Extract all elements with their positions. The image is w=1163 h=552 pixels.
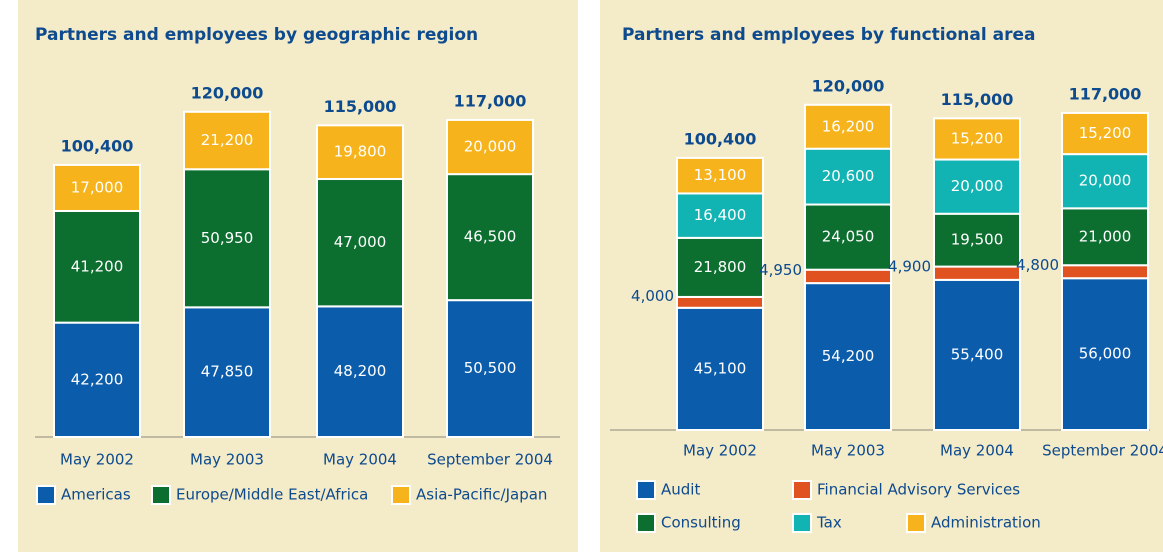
value-label: 4,950 — [759, 261, 802, 279]
value-label: 42,200 — [71, 370, 124, 388]
legend-label: Tax — [816, 514, 842, 532]
bar-segment — [53, 321, 141, 438]
x-tick-label: September 2004 — [1042, 442, 1163, 460]
value-label: 20,600 — [822, 167, 875, 185]
legend-swatch — [36, 485, 56, 505]
total-label: 100,400 — [684, 129, 757, 148]
value-label: 20,000 — [1079, 172, 1132, 190]
legend-swatch — [792, 480, 812, 500]
bar-segment — [1061, 111, 1149, 156]
value-label: 56,000 — [1079, 345, 1132, 363]
legend-swatch — [151, 485, 171, 505]
chart-title: Partners and employees by geographic reg… — [35, 25, 478, 45]
bar-segment — [933, 265, 1021, 281]
bar-segment — [804, 203, 892, 271]
value-label: 20,000 — [951, 177, 1004, 195]
value-label: 41,200 — [71, 257, 124, 275]
bar-segment — [1061, 277, 1149, 431]
total-label: 100,400 — [61, 136, 134, 155]
legend-label: Financial Advisory Services — [817, 481, 1020, 499]
value-label: 55,400 — [951, 345, 1004, 363]
bar-segment — [446, 173, 534, 302]
bar-segment — [676, 306, 764, 431]
value-label: 21,800 — [694, 258, 747, 276]
value-label: 48,200 — [334, 362, 387, 380]
value-label: 50,500 — [464, 359, 517, 377]
legend-label: Administration — [931, 514, 1041, 532]
legend-swatch — [636, 513, 656, 533]
value-label: 24,050 — [822, 228, 875, 246]
bar-segment — [183, 306, 271, 438]
x-tick-label: May 2003 — [811, 442, 885, 460]
value-label: 45,100 — [694, 359, 747, 377]
bar-segment — [183, 110, 271, 171]
bar-segment — [53, 209, 141, 324]
bar-segment — [804, 268, 892, 285]
legend-label: Europe/Middle East/Africa — [176, 486, 368, 504]
value-label: 50,950 — [201, 229, 254, 247]
value-label: 16,400 — [694, 206, 747, 224]
legend-label: Asia-Pacific/Japan — [416, 486, 547, 504]
value-label: 17,000 — [71, 178, 124, 196]
bar-segment — [316, 124, 404, 181]
x-tick-label: May 2003 — [190, 451, 264, 469]
bar-segment — [1061, 207, 1149, 267]
value-label: 4,900 — [888, 258, 931, 276]
bar-segment — [1061, 264, 1149, 280]
x-tick-label: September 2004 — [427, 451, 553, 469]
bar-segment — [933, 117, 1021, 161]
total-label: 117,000 — [454, 91, 527, 110]
x-tick-label: May 2004 — [940, 442, 1014, 460]
value-label: 19,500 — [951, 231, 1004, 249]
x-tick-label: May 2002 — [683, 442, 757, 460]
value-label: 20,000 — [464, 138, 517, 156]
value-label: 15,200 — [951, 129, 1004, 147]
bar-segment — [676, 156, 764, 195]
bar-segment — [316, 305, 404, 438]
value-label: 21,200 — [201, 131, 254, 149]
value-label: 15,200 — [1079, 124, 1132, 142]
legend-label: Americas — [61, 486, 131, 504]
bar-segment — [316, 178, 404, 308]
legend-label: Audit — [661, 481, 700, 499]
bar-segment — [933, 278, 1021, 431]
value-label: 4,000 — [631, 287, 674, 305]
value-label: 46,500 — [464, 228, 517, 246]
bar-segment — [804, 282, 892, 432]
legend-swatch — [906, 513, 926, 533]
bar-segment — [183, 168, 271, 309]
legend-swatch — [792, 513, 812, 533]
bar-segment — [676, 295, 764, 309]
value-label: 13,100 — [694, 166, 747, 184]
value-label: 4,800 — [1016, 256, 1059, 274]
total-label: 120,000 — [191, 83, 264, 102]
chart-title: Partners and employees by functional are… — [622, 25, 1035, 45]
legend-label: Consulting — [661, 514, 741, 532]
value-label: 21,000 — [1079, 227, 1132, 245]
bar-segment — [446, 299, 534, 438]
value-label: 16,200 — [822, 117, 875, 135]
x-tick-label: May 2002 — [60, 451, 134, 469]
total-label: 120,000 — [812, 76, 885, 95]
value-label: 47,850 — [201, 363, 254, 381]
legend-swatch — [636, 480, 656, 500]
bar-segment — [1061, 153, 1149, 210]
value-label: 47,000 — [334, 233, 387, 251]
total-label: 115,000 — [941, 90, 1014, 109]
bar-segment — [53, 163, 141, 212]
total-label: 115,000 — [324, 97, 397, 116]
total-label: 117,000 — [1069, 84, 1142, 103]
legend-swatch — [391, 485, 411, 505]
bar-segment — [804, 103, 892, 150]
bar-segment — [933, 158, 1021, 215]
value-label: 54,200 — [822, 347, 875, 365]
value-label: 19,800 — [334, 143, 387, 161]
bar-segment — [446, 118, 534, 176]
x-tick-label: May 2004 — [323, 451, 397, 469]
